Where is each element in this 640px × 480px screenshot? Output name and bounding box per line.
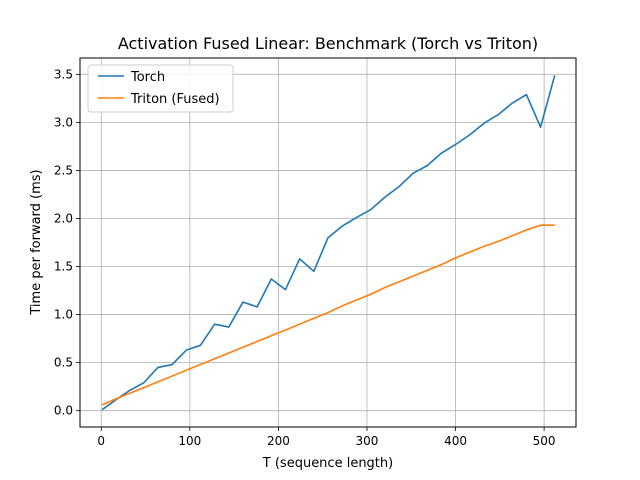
grid-lines [80, 58, 576, 427]
series-lines [101, 75, 556, 411]
chart-title: Activation Fused Linear: Benchmark (Torc… [118, 34, 538, 53]
x-tick-label: 300 [356, 434, 379, 448]
plot-frame [79, 57, 577, 428]
axis-ticks: 0 100 200 300 400 500 0.0 0.5 1.0 1.5 2.0 2.5 3.0 3.5 [54, 67, 556, 448]
legend-label-triton: Triton (Fused) [130, 92, 220, 107]
series-line-1 [101, 224, 555, 406]
y-tick-label: 2.0 [54, 211, 73, 225]
y-tick-label: 3.5 [54, 67, 73, 81]
y-tick-label: 3.0 [54, 115, 73, 129]
x-tick-label: 100 [178, 434, 201, 448]
y-tick-label: 1.0 [54, 308, 73, 322]
x-tick-label: 200 [267, 434, 290, 448]
x-axis-label: T (sequence length) [262, 456, 393, 471]
y-tick-label: 0.0 [54, 404, 73, 418]
legend-label-torch: Torch [130, 70, 165, 85]
y-tick-label: 0.5 [54, 356, 73, 370]
y-tick-label: 2.5 [54, 163, 73, 177]
x-tick-label: 500 [533, 434, 556, 448]
x-tick-label: 400 [444, 434, 467, 448]
y-tick-label: 1.5 [54, 260, 73, 274]
legend: Torch Triton (Fused) [87, 64, 234, 113]
y-axis-label: Time per forward (ms) [29, 169, 44, 315]
x-tick-label: 0 [97, 434, 105, 448]
legend-box [87, 64, 234, 113]
series-line-0 [101, 75, 556, 411]
